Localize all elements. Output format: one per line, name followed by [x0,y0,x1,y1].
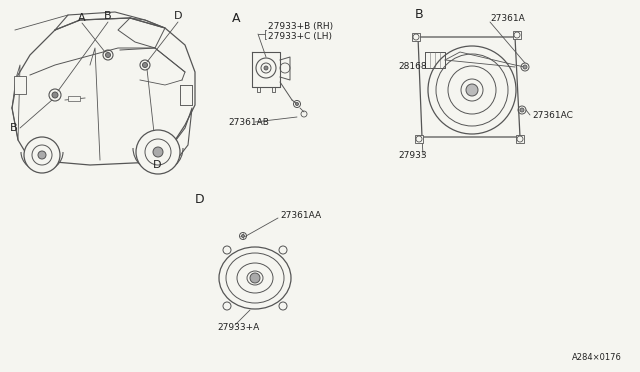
Text: B: B [415,8,424,21]
Text: 27361AA: 27361AA [280,211,321,219]
Circle shape [32,145,52,165]
Text: A284×0176: A284×0176 [572,353,622,362]
Text: D: D [173,11,182,21]
Text: A: A [232,12,241,25]
Text: 27933+A: 27933+A [217,324,259,333]
Circle shape [250,273,260,283]
Text: 27933+B (RH): 27933+B (RH) [268,22,333,31]
Circle shape [241,234,244,237]
Bar [412,33,420,41]
Circle shape [106,52,111,58]
Text: 27933+C (LH): 27933+C (LH) [268,32,332,41]
Text: 27933: 27933 [398,151,427,160]
Text: D: D [195,193,205,206]
Circle shape [296,103,298,106]
Circle shape [466,84,478,96]
Bar [68,96,80,101]
Text: 27361AC: 27361AC [532,110,573,119]
Circle shape [38,151,46,159]
Circle shape [143,62,147,67]
Text: 27361AB: 27361AB [228,118,269,126]
Text: A: A [78,13,86,23]
Text: B: B [10,123,18,133]
Circle shape [52,92,58,98]
Bar [148,148,170,160]
Circle shape [523,65,527,69]
Bar [14,76,26,94]
Text: D: D [153,160,161,170]
Bar [513,31,521,39]
Text: B: B [104,11,112,21]
Bar [415,135,423,143]
Text: 28168: 28168 [398,61,427,71]
Bar [180,85,192,105]
Bar [516,135,524,143]
Text: 27361A: 27361A [490,13,525,22]
Circle shape [520,108,524,112]
Circle shape [264,66,268,70]
Circle shape [145,139,171,165]
Circle shape [153,147,163,157]
Circle shape [136,130,180,174]
Circle shape [24,137,60,173]
